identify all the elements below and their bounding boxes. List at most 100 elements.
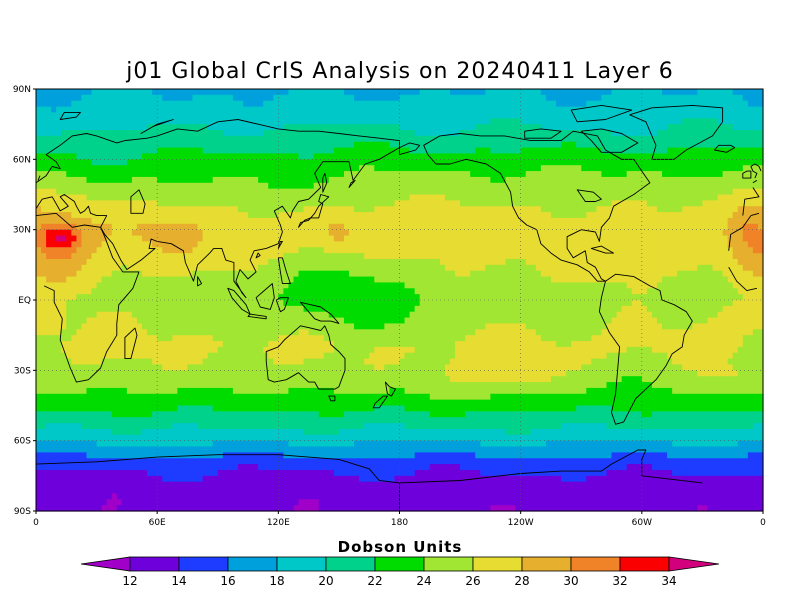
coastline-japan <box>298 194 330 228</box>
field-cell <box>732 364 764 371</box>
field-cell <box>651 464 764 471</box>
colorbar-tick-label: 20 <box>318 574 333 588</box>
colorbar-tick-label: 16 <box>220 574 235 588</box>
field-cell <box>414 288 633 295</box>
field-cell <box>540 335 592 342</box>
field-cell <box>444 194 719 201</box>
field-cell <box>46 276 67 284</box>
field-cell <box>333 387 390 395</box>
latitude-labels: 90N 60N 30N EQ 30S 60S 90S <box>13 85 36 517</box>
field-cell <box>354 323 385 330</box>
field-cell <box>217 346 264 354</box>
field-cell <box>343 171 471 178</box>
field-cell <box>374 206 542 213</box>
field-cell <box>419 294 744 301</box>
field-cell <box>56 106 764 114</box>
field-cell <box>651 382 764 389</box>
field-cell <box>36 393 431 401</box>
field-cell <box>81 264 123 272</box>
field-cell <box>66 300 284 307</box>
field-cell <box>662 323 693 330</box>
coastlines <box>35 104 762 511</box>
field-cell <box>525 323 608 330</box>
field-cell <box>626 282 658 289</box>
field-cell <box>36 311 67 319</box>
field-cell <box>697 505 709 512</box>
field-cell <box>455 346 628 354</box>
field-cell <box>36 499 108 506</box>
coastline-taiwan <box>277 240 283 249</box>
field-cell <box>677 270 724 278</box>
coastline-antarctica <box>35 454 400 511</box>
field-cell <box>475 452 613 459</box>
coastline-tasmania <box>328 395 336 402</box>
coastline-great-lakes <box>576 189 602 202</box>
field-cell <box>36 200 158 207</box>
field-cell <box>449 89 486 96</box>
colorbar-segment <box>227 556 278 572</box>
field-cell <box>202 358 274 366</box>
field-cell <box>36 206 42 213</box>
field-cell <box>455 352 608 360</box>
field-cell <box>591 335 744 342</box>
field-cell <box>561 475 587 483</box>
field-cell <box>737 288 764 295</box>
field-cell <box>672 387 764 395</box>
colorbar-segment <box>423 556 474 572</box>
field-cell <box>384 323 486 330</box>
field-cell <box>116 505 295 512</box>
field-cell <box>36 469 148 477</box>
field-cell <box>742 165 764 172</box>
lon-label: 60E <box>149 518 166 528</box>
field-cell <box>328 223 345 231</box>
field-cell <box>732 188 764 196</box>
field-cell <box>606 352 668 360</box>
lat-label: 60N <box>13 155 31 165</box>
field-cell <box>621 305 648 313</box>
colorbar-segment <box>570 556 621 572</box>
lat-label: EQ <box>18 296 31 306</box>
field-cell <box>36 417 764 424</box>
field-cell <box>626 464 653 471</box>
field-cell <box>136 317 345 325</box>
field-cell <box>237 206 305 213</box>
coastline-sakhalin <box>322 172 328 193</box>
field-cell <box>737 206 764 213</box>
field-cell <box>328 176 491 184</box>
field-cell <box>747 100 764 108</box>
field-cell <box>152 411 320 418</box>
field-cell <box>46 229 72 237</box>
field-cell <box>646 305 724 313</box>
field-cell <box>36 264 83 272</box>
field-cell <box>36 165 360 172</box>
field-cell <box>455 270 471 278</box>
field-cell <box>323 352 370 360</box>
field-cell <box>106 235 143 242</box>
field-cell <box>389 387 406 395</box>
field-cell <box>36 364 163 371</box>
coastline-svalbard <box>59 111 81 120</box>
field-cell <box>727 276 764 284</box>
field-cell <box>197 423 365 430</box>
field-cell <box>162 475 204 483</box>
field-cell <box>126 159 764 166</box>
coastline-cuba <box>590 245 615 254</box>
field-cell <box>293 505 320 512</box>
field-cell <box>656 317 709 325</box>
field-cell <box>36 288 93 295</box>
field-cell <box>232 94 274 102</box>
field-cell <box>525 171 603 178</box>
field-cell <box>76 329 148 336</box>
field-cell <box>278 335 325 342</box>
field-cell <box>66 317 88 325</box>
field-cell <box>106 499 123 506</box>
field-cell <box>475 329 537 336</box>
field-cell <box>530 428 764 436</box>
field-cell <box>36 370 446 377</box>
field-cell <box>662 171 724 178</box>
field-cell <box>399 358 451 366</box>
field-cell <box>389 141 562 149</box>
field-cell <box>540 206 597 213</box>
field-cell <box>525 258 739 266</box>
field-cell <box>626 346 653 354</box>
